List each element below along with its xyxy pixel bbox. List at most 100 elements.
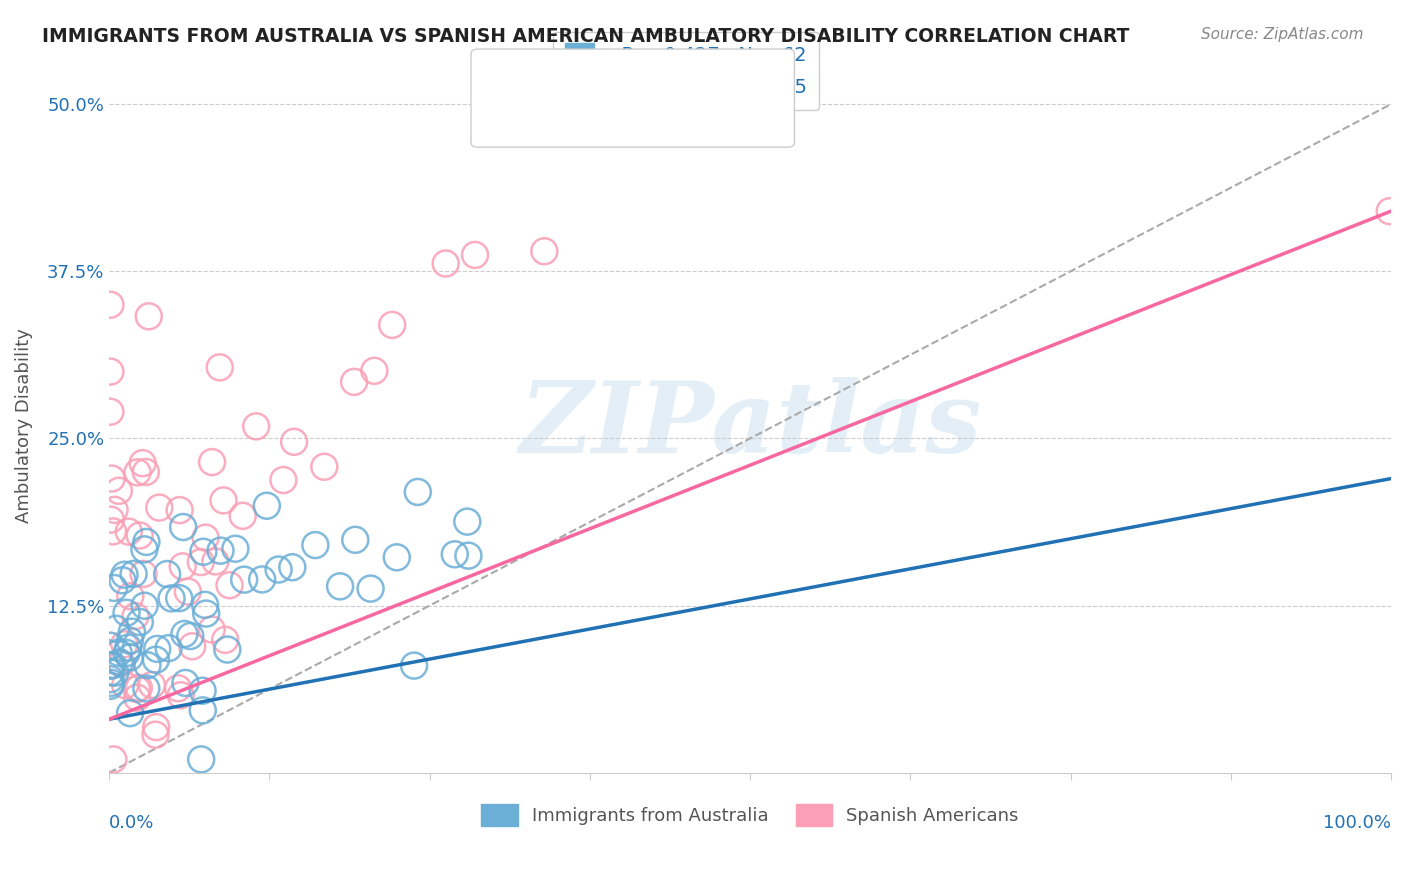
Point [174, 676, 197, 690]
Point [110, 657, 132, 671]
Point [256, 499, 278, 513]
Point [136, 658, 159, 673]
Point [363, 364, 385, 378]
Point [1378, 204, 1400, 219]
Point [343, 375, 366, 389]
Point [128, 615, 150, 629]
Point [190, 752, 212, 766]
Point [120, 706, 142, 720]
Point [191, 703, 214, 717]
Point [100, 639, 122, 653]
Point [533, 244, 555, 259]
Text: IMMIGRANTS FROM AUSTRALIA VS SPANISH AMERICAN AMBULATORY DISABILITY CORRELATION : IMMIGRANTS FROM AUSTRALIA VS SPANISH AME… [42, 27, 1129, 45]
Point [172, 520, 194, 534]
Point [135, 535, 157, 549]
Point [145, 720, 167, 734]
Point [267, 562, 290, 576]
Point [191, 683, 214, 698]
Point [181, 639, 204, 653]
Point [100, 665, 122, 680]
Point [145, 728, 167, 742]
Point [100, 658, 122, 673]
Point [160, 591, 183, 606]
Point [103, 752, 125, 766]
Point [157, 641, 180, 656]
Point [107, 646, 129, 660]
Point [218, 578, 240, 592]
Point [406, 485, 429, 500]
Point [138, 310, 160, 324]
Point [283, 434, 305, 449]
Point [245, 419, 267, 434]
Point [141, 678, 163, 692]
Point [100, 365, 122, 379]
Point [100, 676, 122, 690]
Text: Source: ZipAtlas.com: Source: ZipAtlas.com [1201, 27, 1364, 42]
Point [209, 543, 232, 558]
Point [456, 515, 478, 529]
Point [115, 646, 138, 660]
Point [101, 657, 124, 672]
Point [108, 656, 131, 670]
Text: ZIPatlas: ZIPatlas [519, 376, 981, 474]
Point [100, 672, 122, 686]
Point [127, 690, 149, 705]
Point [101, 524, 124, 539]
Point [118, 650, 141, 665]
Point [201, 455, 224, 469]
Point [193, 545, 215, 559]
Point [224, 541, 246, 556]
Point [194, 598, 217, 612]
Point [195, 607, 218, 621]
Point [108, 483, 131, 498]
Point [214, 632, 236, 647]
Point [111, 574, 134, 588]
Point [121, 624, 143, 639]
Point [177, 584, 200, 599]
Point [117, 640, 139, 655]
Point [443, 547, 465, 561]
Point [217, 642, 239, 657]
Point [304, 538, 326, 552]
Point [146, 641, 169, 656]
Point [103, 503, 125, 517]
Point [135, 681, 157, 696]
Point [134, 542, 156, 557]
Point [132, 566, 155, 581]
Point [118, 633, 141, 648]
Point [173, 627, 195, 641]
Point [145, 653, 167, 667]
Point [104, 665, 127, 680]
Point [179, 629, 201, 643]
Point [100, 298, 122, 312]
Point [464, 248, 486, 262]
Point [212, 493, 235, 508]
Point [114, 567, 136, 582]
Point [385, 550, 408, 565]
Point [131, 456, 153, 470]
Point [122, 566, 145, 581]
Point [105, 622, 128, 636]
Point [124, 609, 146, 624]
Point [172, 559, 194, 574]
Point [250, 573, 273, 587]
Point [344, 533, 367, 547]
Point [118, 524, 141, 539]
Point [204, 554, 226, 568]
Point [114, 678, 136, 692]
Point [112, 637, 135, 651]
Point [170, 688, 193, 702]
Point [360, 582, 382, 596]
Point [232, 508, 254, 523]
Point [273, 473, 295, 487]
Point [201, 623, 224, 637]
Point [115, 606, 138, 620]
Point [434, 256, 457, 270]
Point [100, 472, 122, 486]
Point [233, 573, 256, 587]
Point [208, 360, 231, 375]
Point [128, 528, 150, 542]
Point [381, 318, 404, 332]
Point [100, 513, 122, 527]
Point [167, 591, 190, 606]
